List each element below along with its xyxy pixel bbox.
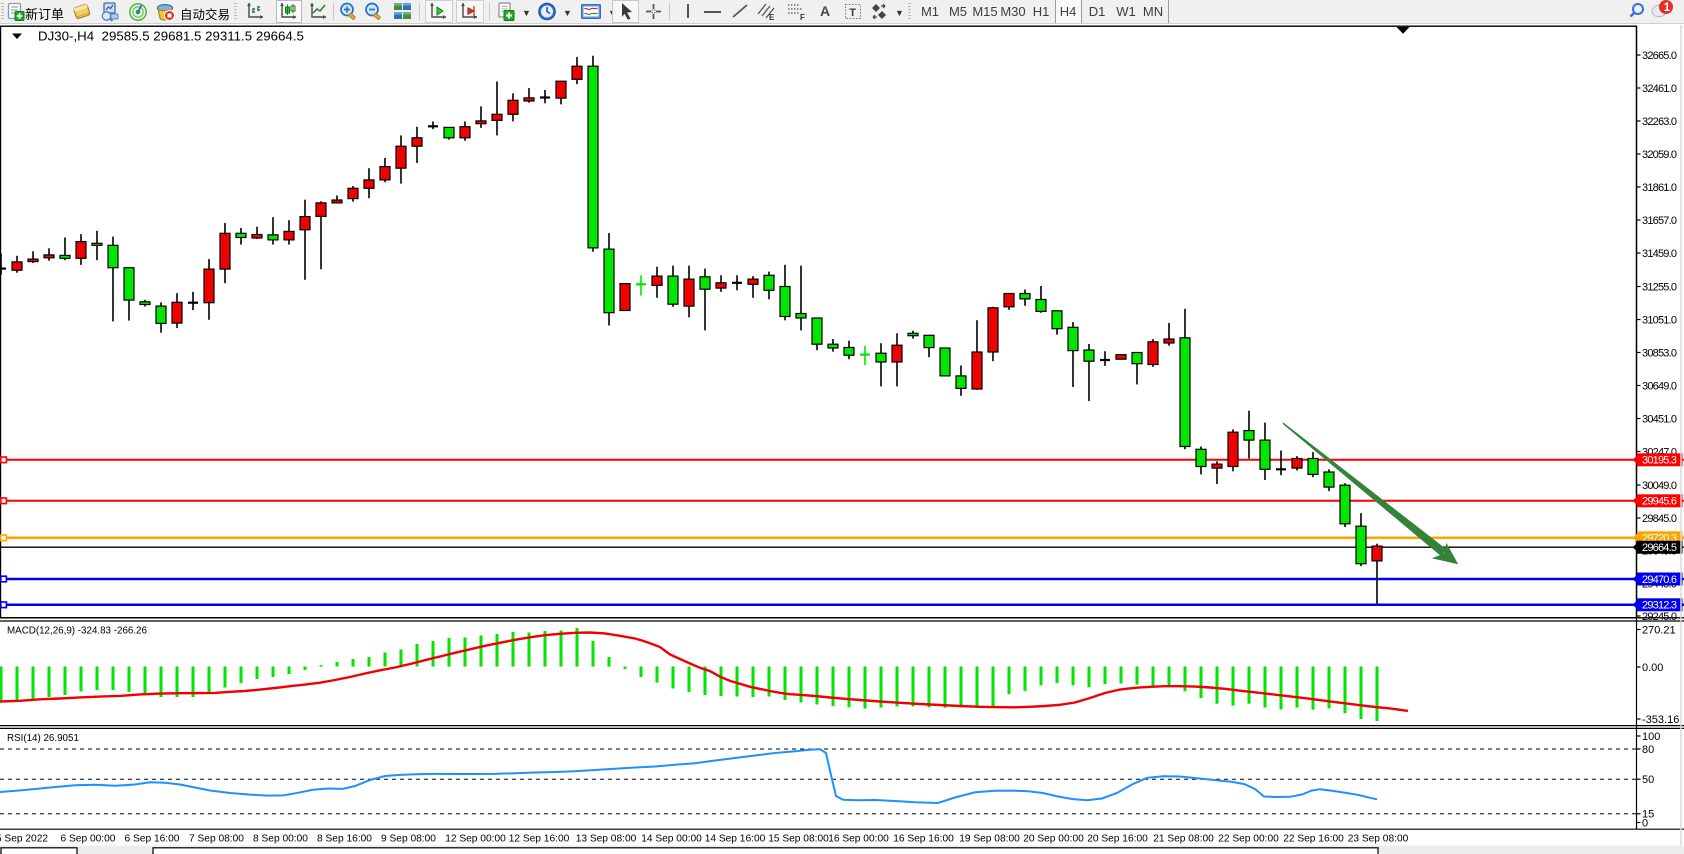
- svg-text:9 Sep 08:00: 9 Sep 08:00: [381, 834, 436, 845]
- svg-text:32059.0: 32059.0: [1642, 149, 1677, 161]
- svg-text:-353.16: -353.16: [1642, 714, 1679, 726]
- svg-text:5 Sep 2022: 5 Sep 2022: [0, 834, 48, 845]
- svg-text:12 Sep 16:00: 12 Sep 16:00: [509, 834, 570, 845]
- svg-text:T: T: [849, 7, 856, 19]
- svg-text:30649.0: 30649.0: [1642, 380, 1677, 392]
- svg-text:30049.0: 30049.0: [1642, 480, 1677, 492]
- svg-text:MACD(12,26,9) -324.83 -266.26: MACD(12,26,9) -324.83 -266.26: [7, 626, 148, 637]
- svg-text:DJ30-,H4 29585.5 29681.5 2931: DJ30-,H4 29585.5 29681.5 29311.5 29664.5: [38, 29, 304, 44]
- svg-text:100: 100: [1642, 731, 1660, 743]
- svg-text:32665.0: 32665.0: [1642, 50, 1677, 62]
- svg-text:8 Sep 00:00: 8 Sep 00:00: [253, 834, 308, 845]
- svg-text:F: F: [800, 13, 805, 22]
- svg-text:16 Sep 16:00: 16 Sep 16:00: [893, 834, 954, 845]
- svg-text:29312.3: 29312.3: [1642, 600, 1677, 612]
- svg-text:31459.0: 31459.0: [1642, 248, 1677, 260]
- svg-text:E: E: [769, 13, 775, 22]
- svg-text:0.00: 0.00: [1642, 662, 1663, 674]
- svg-text:29245.0: 29245.0: [1642, 611, 1677, 623]
- svg-text:13 Sep 08:00: 13 Sep 08:00: [576, 834, 637, 845]
- svg-text:19 Sep 08:00: 19 Sep 08:00: [959, 834, 1020, 845]
- svg-text:29845.0: 29845.0: [1642, 513, 1677, 525]
- svg-text:22 Sep 16:00: 22 Sep 16:00: [1283, 834, 1344, 845]
- svg-text:29470.6: 29470.6: [1642, 574, 1677, 586]
- svg-text:270.21: 270.21: [1642, 624, 1676, 636]
- svg-text:1: 1: [1664, 2, 1671, 14]
- svg-text:30195.3: 30195.3: [1642, 455, 1677, 467]
- svg-text:29945.6: 29945.6: [1642, 496, 1677, 508]
- svg-text:31657.0: 31657.0: [1642, 215, 1677, 227]
- svg-text:30853.0: 30853.0: [1642, 347, 1677, 359]
- svg-text:15: 15: [1642, 809, 1654, 821]
- svg-text:20 Sep 00:00: 20 Sep 00:00: [1023, 834, 1084, 845]
- svg-text:80: 80: [1642, 744, 1654, 756]
- svg-text:6 Sep 16:00: 6 Sep 16:00: [125, 834, 180, 845]
- svg-text:30451.0: 30451.0: [1642, 413, 1677, 425]
- svg-text:7 Sep 08:00: 7 Sep 08:00: [189, 834, 244, 845]
- svg-text:21 Sep 08:00: 21 Sep 08:00: [1153, 834, 1214, 845]
- svg-text:0: 0: [1642, 817, 1648, 829]
- svg-text:29664.5: 29664.5: [1642, 542, 1677, 554]
- svg-text:6 Sep 00:00: 6 Sep 00:00: [61, 834, 116, 845]
- svg-text:16 Sep 00:00: 16 Sep 00:00: [828, 834, 889, 845]
- svg-text:31051.0: 31051.0: [1642, 314, 1677, 326]
- svg-text:31861.0: 31861.0: [1642, 182, 1677, 194]
- svg-text:22 Sep 00:00: 22 Sep 00:00: [1218, 834, 1279, 845]
- svg-text:RSI(14) 26.9051: RSI(14) 26.9051: [7, 733, 79, 744]
- svg-text:32263.0: 32263.0: [1642, 116, 1677, 128]
- svg-text:50: 50: [1642, 774, 1654, 786]
- svg-text:23 Sep 08:00: 23 Sep 08:00: [1348, 834, 1409, 845]
- svg-text:20 Sep 16:00: 20 Sep 16:00: [1087, 834, 1148, 845]
- svg-text:14 Sep 16:00: 14 Sep 16:00: [705, 834, 766, 845]
- svg-text:31255.0: 31255.0: [1642, 281, 1677, 293]
- svg-text:8 Sep 16:00: 8 Sep 16:00: [317, 834, 372, 845]
- svg-text:15 Sep 08:00: 15 Sep 08:00: [768, 834, 829, 845]
- svg-text:12 Sep 00:00: 12 Sep 00:00: [445, 834, 506, 845]
- svg-text:32461.0: 32461.0: [1642, 83, 1677, 95]
- svg-text:14 Sep 00:00: 14 Sep 00:00: [641, 834, 702, 845]
